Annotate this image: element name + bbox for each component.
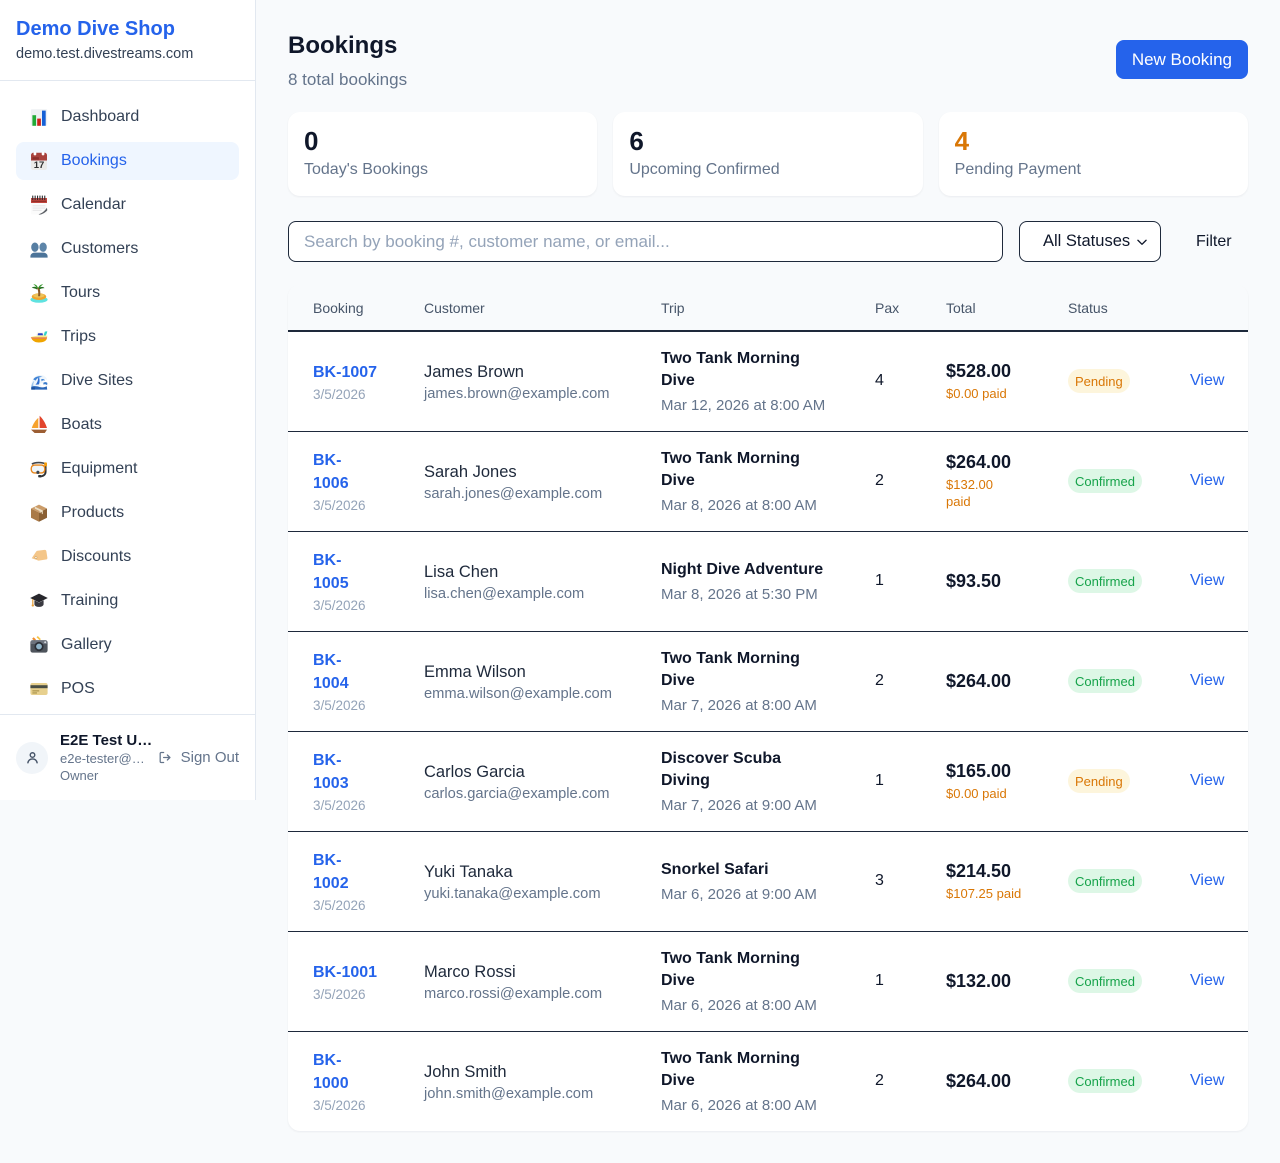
svg-text:17: 17 — [34, 160, 45, 171]
